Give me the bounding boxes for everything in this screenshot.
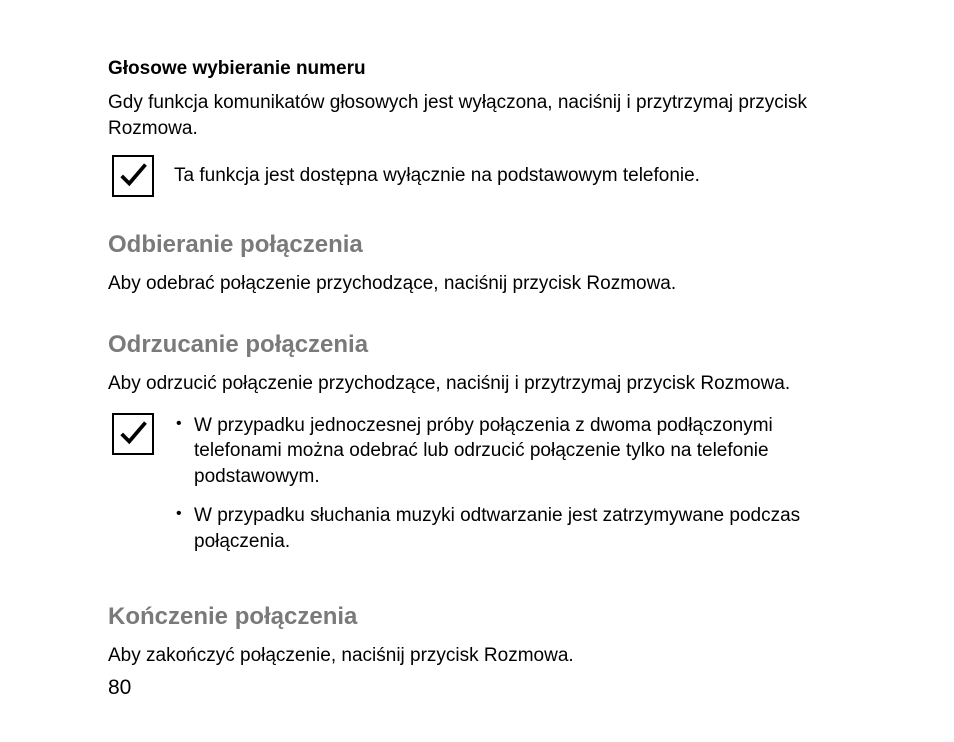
note-block: W przypadku jednoczesnej próby połączeni… [108, 411, 846, 569]
checkbox-icon [112, 155, 154, 197]
note-text: Ta funkcja jest dostępna wyłącznie na po… [174, 155, 700, 189]
section-heading: Odrzucanie połączenia [108, 331, 846, 359]
checkbox-icon [112, 413, 154, 455]
page-number: 80 [108, 676, 131, 700]
bullet-item: W przypadku jednoczesnej próby połączeni… [174, 413, 846, 490]
subsection-heading: Głosowe wybieranie numeru [108, 58, 846, 80]
note-block: Ta funkcja jest dostępna wyłącznie na po… [108, 155, 846, 197]
body-paragraph: Aby odrzucić połączenie przychodzące, na… [108, 371, 846, 397]
document-page: Głosowe wybieranie numeru Gdy funkcja ko… [108, 58, 846, 668]
section-heading: Odbieranie połączenia [108, 231, 846, 259]
section-heading: Kończenie połączenia [108, 603, 846, 631]
note-bullet-list: W przypadku jednoczesnej próby połączeni… [174, 411, 846, 569]
body-paragraph: Aby odebrać połączenie przychodzące, nac… [108, 271, 846, 297]
body-paragraph: Aby zakończyć połączenie, naciśnij przyc… [108, 643, 846, 669]
body-paragraph: Gdy funkcja komunikatów głosowych jest w… [108, 90, 846, 141]
bullet-item: W przypadku słuchania muzyki odtwarzanie… [174, 503, 846, 554]
